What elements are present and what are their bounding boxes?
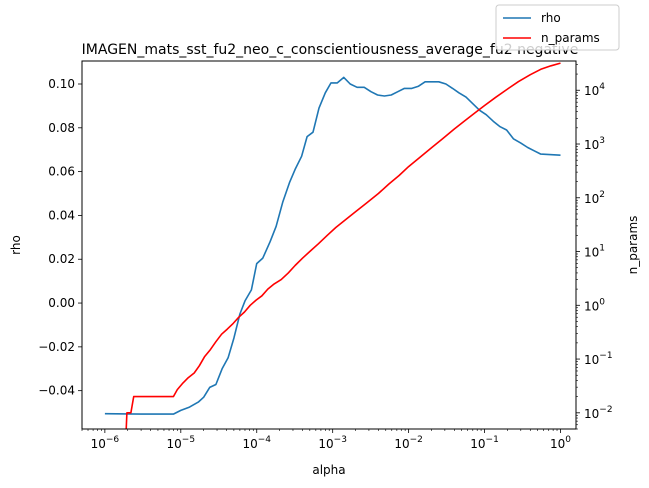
y-right-tick-label: 100 (584, 297, 605, 313)
series-line-n-params (125, 62, 561, 429)
x-tick-label: 10−3 (318, 435, 347, 451)
x-axis: 10−6 10−5 10−4 10−3 10−2 10−1 100 (81, 429, 571, 451)
x-tick-label: 10−6 (91, 435, 120, 451)
x-tick-label: 10−1 (470, 435, 499, 451)
y-left-tick-label: 0.04 (48, 208, 75, 222)
x-tick-label: 10−4 (242, 435, 271, 451)
x-axis-label: alpha (312, 463, 345, 477)
y-right-tick-label: 10−2 (584, 405, 613, 421)
legend-label-n-params: n_params (541, 31, 600, 45)
y-right-tick-label: 102 (584, 190, 605, 206)
y-axis-right-label: n_params (626, 216, 640, 275)
y-axis-right: 10−2 10−1 100 101 102 103 104 (576, 64, 613, 430)
x-tick-label: 100 (550, 435, 571, 451)
x-tick-label: 10−2 (394, 435, 423, 451)
y-axis-left: −0.04 −0.02 0.00 0.02 0.04 0.06 0.08 0.10 (38, 77, 82, 398)
y-axis-left-label: rho (9, 235, 23, 255)
y-right-tick-label: 10−1 (584, 351, 613, 367)
x-tick-label: 10−5 (167, 435, 196, 451)
y-right-tick-label: 103 (584, 136, 605, 152)
y-left-tick-label: 0.10 (48, 77, 75, 91)
plot-frame (81, 60, 577, 430)
y-left-tick-label: −0.02 (38, 340, 75, 354)
y-right-tick-label: 104 (584, 82, 605, 98)
legend-label-rho: rho (541, 11, 561, 25)
plot-area (82, 61, 576, 429)
series-line-rho (104, 76, 561, 415)
y-left-tick-label: −0.04 (38, 384, 75, 398)
legend: rho n_params (495, 4, 620, 51)
y-left-tick-label: 0.08 (48, 121, 75, 135)
y-left-tick-label: 0.06 (48, 165, 75, 179)
y-right-tick-label: 101 (584, 244, 605, 260)
y-left-tick-label: 0.00 (48, 296, 75, 310)
chart-title: IMAGEN_mats_sst_fu2_neo_c_conscientiousn… (82, 42, 579, 58)
y-left-tick-label: 0.02 (48, 252, 75, 266)
